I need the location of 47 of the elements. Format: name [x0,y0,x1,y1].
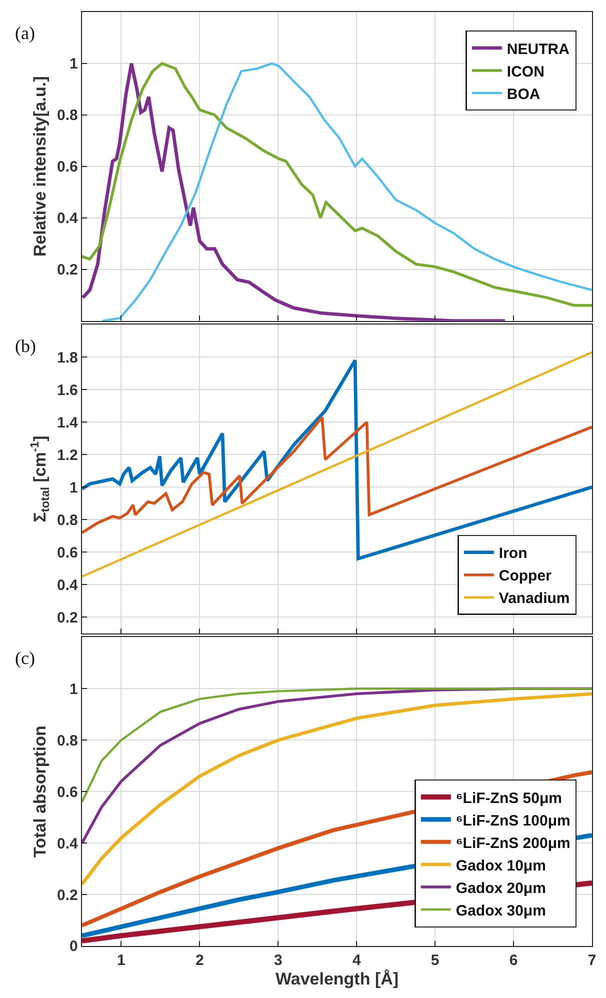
y-tick-label: 1.2 [57,446,78,464]
y-tick-label: 1.6 [57,382,78,399]
legend-label: ⁶LiF-ZnS 100μm [456,812,570,830]
y-tick-label: 0.6 [57,784,78,801]
y-axis-title: Relative intensity[a.u.] [30,76,50,257]
text: (a) [15,23,35,43]
legend-label: BOA [506,86,540,103]
x-tick-label: 4 [352,952,362,970]
y-tick-label: 0.4 [57,576,79,594]
y-tick-label: 0.4 [57,835,79,852]
x-tick-label: 2 [196,952,204,970]
legend-label: Gadox 10μm [456,857,546,874]
x-tick-label: 3 [274,952,282,970]
y-tick-label: 0.6 [57,544,78,562]
y-tick-label: 0.2 [57,886,78,904]
x-tick-label: 7 [588,952,596,970]
legend-label: Iron [498,545,528,562]
legend-label: NEUTRA [506,40,570,58]
y-tick-label: 0.8 [57,732,78,750]
y-tick-label: 0.2 [57,609,78,626]
y-tick-label: 0.4 [57,210,79,228]
y-tick-label: 0 [70,938,78,956]
y-tick-label: 1.8 [57,349,78,366]
x-tick-label: 5 [430,952,440,970]
y-tick-label: 1.4 [57,414,79,432]
legend-label: ICON [506,63,544,80]
legend-label: Vanadium [498,590,570,608]
text: (b) [15,336,36,356]
text: (c) [15,648,35,668]
y-tick-label: 0.6 [57,158,78,176]
line-series [82,62,507,321]
legend-label: Gadox 30μm [456,902,546,920]
x-axis-title: Wavelength [Å] [275,970,399,988]
x-tick-label: 6 [509,952,518,970]
legend-label: ⁶LiF-ZnS 50μm [456,790,562,807]
legend-label: Gadox 20μm [456,880,546,897]
line-series [82,416,592,534]
y-tick-label: 1 [70,479,78,496]
y-tick-label: 0.2 [57,262,78,279]
legend-label: Copper [498,568,552,585]
y-tick-label: 0.8 [57,107,78,124]
x-tick-label: 1 [117,952,126,970]
y-tick-label: 1 [70,680,78,698]
y-tick-label: 1 [70,56,78,73]
y-tick-label: 0.8 [57,512,78,529]
y-axis-title: Total absorption [30,726,50,858]
legend-label: ⁶LiF-ZnS 200μm [456,834,570,852]
